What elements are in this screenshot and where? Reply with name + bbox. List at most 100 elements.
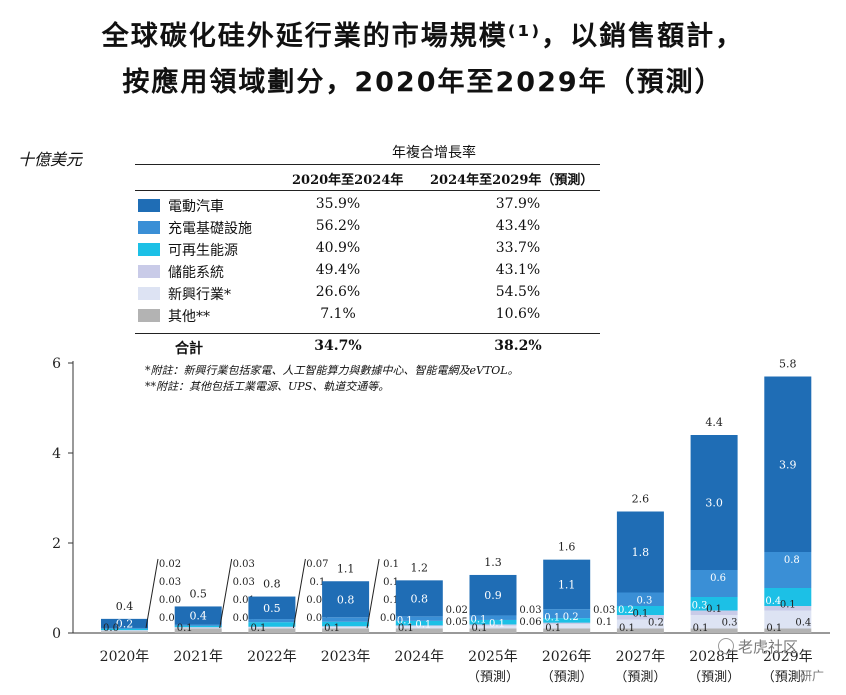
bar-1-seg-3 [174, 625, 222, 628]
x-label-9: 2029年 [763, 649, 813, 665]
bar-9-seg-2 [764, 606, 812, 611]
legend-cagr2-3: 43.1% [495, 262, 541, 278]
bar-label-ev-6: 1.1 [558, 578, 576, 591]
bar-label-儲能系統-1: 0.01 [233, 595, 255, 606]
bar-label-emerg-5: 0.06 [519, 617, 541, 628]
bar-label-charge-5: 0.1 [489, 618, 505, 629]
legend-label-0: 電動汽車 [168, 199, 224, 215]
callout-line-2 [292, 558, 306, 629]
bar-label-可再生能源-0: 0.03 [159, 577, 181, 588]
bar-label-ev-7: 1.8 [632, 546, 650, 559]
bar-5-seg-0 [469, 628, 517, 633]
bar-4-seg-2 [395, 624, 443, 627]
x-label-5: 2025年 [468, 649, 518, 665]
bar-total-0: 0.4 [116, 600, 134, 613]
bar-label-charge-7: 0.3 [636, 596, 652, 607]
chart-title-line1: 全球碳化硅外延行業的市場規模⁽¹⁾，以銷售額計， [101, 21, 745, 52]
legend-label-3: 儲能系統 [168, 265, 224, 281]
bar-label-other-1: 0.1 [177, 623, 193, 634]
bar-0-seg-5 [101, 618, 148, 628]
x-label-7: 2027年 [616, 649, 666, 665]
bar-label-充電基礎設施-2: 0.07 [306, 559, 328, 570]
bar-5-seg-5 [469, 574, 517, 616]
bar-8-seg-2 [690, 610, 738, 615]
legend-swatch-1 [138, 221, 160, 234]
bar-total-8: 4.4 [705, 416, 723, 429]
bar-6-seg-4 [543, 609, 591, 619]
bar-total-4: 1.2 [411, 561, 429, 574]
bar-label-儲能系統-3: 0.1 [383, 595, 399, 606]
bar-label-充電基礎設施-1: 0.03 [233, 559, 255, 570]
bar-label-充電基礎設施-3: 0.1 [383, 559, 399, 570]
bar-label-ev-5: 0.9 [484, 589, 502, 602]
bar-2-seg-5 [248, 596, 296, 620]
bar-label-emerg-8: 0.3 [722, 618, 738, 629]
legend-cagr2-4: 54.5% [495, 284, 541, 300]
bar-total-5: 1.3 [484, 556, 502, 569]
bar-label-other-8: 0.1 [693, 623, 709, 634]
bar-8-seg-3 [690, 597, 738, 611]
bar-3-seg-0 [322, 628, 370, 633]
x-sublabel-7: （預測） [614, 670, 666, 685]
bar-7-seg-2 [616, 615, 664, 620]
bar-total-3: 1.1 [337, 562, 355, 575]
legend-label-1: 充電基礎設施 [168, 221, 252, 237]
bar-total-7: 2.6 [632, 493, 650, 506]
bar-label-ev-9: 3.9 [779, 458, 797, 471]
x-label-0: 2020年 [100, 649, 150, 665]
bar-5-seg-4 [469, 615, 517, 620]
y-tick-label-0: 0 [52, 626, 61, 642]
bar-label-emerg-7: 0.2 [648, 618, 664, 629]
bar-label-renew-8: 0.3 [692, 601, 708, 612]
bar-label-ev-1: 0.4 [189, 609, 207, 622]
bar-label-other-9: 0.1 [766, 623, 782, 634]
bar-label-ev-8: 3.0 [705, 497, 723, 510]
bar-9-seg-3 [764, 588, 812, 606]
bar-label-ess-7: 0.1 [632, 609, 648, 620]
bar-label-ess-6: 0.03 [593, 605, 615, 616]
legend-swatch-2 [138, 243, 160, 256]
bar-6-seg-3 [543, 618, 591, 623]
y-tick-label-3: 6 [52, 356, 61, 372]
footnote-1: *附註：新興行業包括家電、人工智能算力與數據中心、智能電網及eVTOL。 [145, 364, 519, 377]
bar-label-charge-8: 0.6 [710, 573, 726, 584]
legend-cagr2-5: 10.6% [495, 306, 541, 322]
bar-label-emerg-6: 0.1 [596, 617, 612, 628]
x-label-1: 2021年 [173, 649, 223, 665]
bar-4-seg-1 [395, 626, 443, 629]
x-label-2: 2022年 [247, 649, 297, 665]
bar-1-seg-0 [174, 628, 222, 633]
legend-swatch-3 [138, 265, 160, 278]
bar-8-seg-1 [690, 615, 738, 629]
bar-3-seg-5 [322, 581, 370, 618]
bar-3-seg-4 [322, 617, 370, 622]
legend-cagr1-1: 56.2% [315, 218, 361, 234]
legend-cagr1-2: 40.9% [315, 240, 361, 256]
legend-label-4: 新興行業* [168, 287, 231, 303]
bar-label-充電基礎設施-0: 0.02 [159, 559, 181, 570]
bar-label-ess-5: 0.03 [519, 605, 541, 616]
bar-9-seg-5 [764, 376, 812, 552]
bar-5-seg-3 [469, 619, 517, 625]
bar-label-other-5: 0.1 [472, 623, 488, 634]
cagr-total-label: 合計 [175, 341, 203, 357]
x-label-3: 2023年 [321, 649, 371, 665]
bar-6-seg-0 [543, 628, 591, 633]
bar-6-seg-5 [543, 559, 591, 610]
legend-cagr1-0: 35.9% [315, 196, 361, 212]
bar-7-seg-3 [616, 606, 664, 615]
bar-label-emerg-4: 0.05 [446, 617, 468, 628]
bar-label-charge-4: 0.1 [415, 619, 431, 630]
cagr-col2-header: 2024年至2029年（預測） [430, 173, 594, 188]
bar-1-seg-4 [174, 624, 222, 626]
legend-cagr2-1: 43.4% [495, 218, 541, 234]
legend-label-2: 可再生能源 [168, 243, 238, 259]
callout-line-3 [366, 558, 380, 629]
bar-label-ess-4: 0.02 [446, 605, 468, 616]
watermark-2: 研广 [800, 669, 825, 683]
bar-total-2: 0.8 [263, 578, 281, 591]
bar-1-seg-1 [174, 627, 222, 629]
x-sublabel-9: （預測） [762, 670, 814, 685]
watermark: 老虎社区 [718, 636, 798, 657]
